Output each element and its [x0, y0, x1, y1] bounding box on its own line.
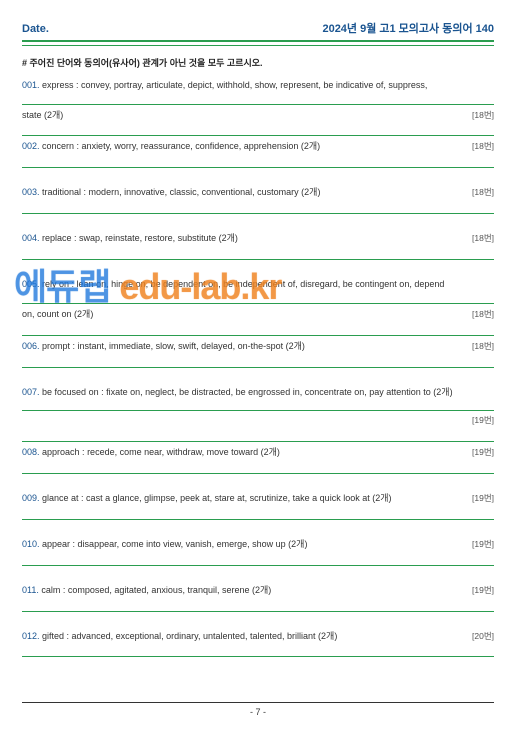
- answer-line: [22, 122, 494, 136]
- footer: - 7 -: [0, 702, 516, 717]
- question-line: 006. prompt : instant, immediate, slow, …: [22, 340, 494, 354]
- answer-line: [22, 428, 494, 442]
- question-number: 009.: [22, 493, 40, 503]
- page-number: - 7 -: [250, 707, 266, 717]
- question-text: 001. express : convey, portray, articula…: [22, 79, 494, 92]
- question-number: 011.: [22, 585, 39, 595]
- question-ref: [19번]: [472, 585, 494, 597]
- question-line: 005. rely on : lean on, hinge on, be dep…: [22, 278, 494, 292]
- question-item: 005. rely on : lean on, hinge on, be dep…: [22, 278, 494, 335]
- spacer: [22, 264, 494, 276]
- question-ref: [19번]: [472, 415, 494, 427]
- question-item: 011. calm : composed, agitated, anxious,…: [22, 584, 494, 628]
- question-item: 003. traditional : modern, innovative, c…: [22, 186, 494, 230]
- answer-line: [22, 354, 494, 368]
- answer-line: [22, 246, 494, 260]
- question-item: 002. concern : anxiety, worry, reassuran…: [22, 140, 494, 184]
- question-item: 009. glance at : cast a glance, glimpse,…: [22, 492, 494, 536]
- answer-line: [22, 200, 494, 214]
- question-item: 001. express : convey, portray, articula…: [22, 79, 494, 136]
- question-text: 003. traditional : modern, innovative, c…: [22, 186, 472, 199]
- question-text: 010. appear : disappear, come into view,…: [22, 538, 472, 551]
- question-number: 010.: [22, 539, 40, 549]
- question-item: 012. gifted : advanced, exceptional, ord…: [22, 630, 494, 674]
- question-number: 006.: [22, 341, 40, 351]
- question-number: 012.: [22, 631, 40, 641]
- question-line: 003. traditional : modern, innovative, c…: [22, 186, 494, 200]
- spacer: [22, 172, 494, 184]
- spacer: [22, 524, 494, 536]
- question-line: 004. replace : swap, reinstate, restore,…: [22, 232, 494, 246]
- question-item: 008. approach : recede, come near, withd…: [22, 446, 494, 490]
- question-text: 002. concern : anxiety, worry, reassuran…: [22, 140, 472, 153]
- footer-rule: [22, 702, 494, 703]
- question-line: 011. calm : composed, agitated, anxious,…: [22, 584, 494, 598]
- question-text: 005. rely on : lean on, hinge on, be dep…: [22, 278, 494, 291]
- question-line: 012. gifted : advanced, exceptional, ord…: [22, 630, 494, 644]
- question-number: 003.: [22, 187, 40, 197]
- question-ref: [18번]: [472, 233, 494, 245]
- question-number: 008.: [22, 447, 40, 457]
- question-line: 010. appear : disappear, come into view,…: [22, 538, 494, 552]
- date-label: Date.: [22, 23, 49, 35]
- answer-line: [22, 506, 494, 520]
- question-text: 004. replace : swap, reinstate, restore,…: [22, 232, 472, 245]
- question-item: 004. replace : swap, reinstate, restore,…: [22, 232, 494, 276]
- question-line: on, count on (2개)[18번]: [22, 308, 494, 322]
- question-item: 007. be focused on : fixate on, neglect,…: [22, 386, 494, 442]
- question-line: 008. approach : recede, come near, withd…: [22, 446, 494, 460]
- question-line: 007. be focused on : fixate on, neglect,…: [22, 386, 494, 400]
- question-text: 008. approach : recede, come near, withd…: [22, 446, 472, 459]
- question-text: 006. prompt : instant, immediate, slow, …: [22, 340, 472, 353]
- answer-line: [22, 322, 494, 336]
- question-text: state (2개): [22, 109, 472, 122]
- spacer: [22, 661, 494, 673]
- question-text: 009. glance at : cast a glance, glimpse,…: [22, 492, 472, 505]
- spacer: [22, 478, 494, 490]
- question-number: 004.: [22, 233, 40, 243]
- question-ref: [18번]: [472, 187, 494, 199]
- question-ref: [19번]: [472, 493, 494, 505]
- answer-line: [22, 643, 494, 657]
- question-line: 002. concern : anxiety, worry, reassuran…: [22, 140, 494, 154]
- spacer: [22, 218, 494, 230]
- question-number: 007.: [22, 387, 40, 397]
- answer-line: [22, 292, 494, 304]
- question-text: 012. gifted : advanced, exceptional, ord…: [22, 630, 472, 643]
- answer-line: [22, 154, 494, 168]
- answer-line: [22, 552, 494, 566]
- answer-line: [22, 93, 494, 105]
- question-ref: [20번]: [472, 631, 494, 643]
- spacer: [22, 372, 494, 384]
- question-ref: [18번]: [472, 309, 494, 321]
- question-line: 009. glance at : cast a glance, glimpse,…: [22, 492, 494, 506]
- answer-line: [22, 598, 494, 612]
- header-rule-top: [22, 40, 494, 42]
- question-line: 001. express : convey, portray, articula…: [22, 79, 494, 93]
- questions-container: 001. express : convey, portray, articula…: [22, 79, 494, 673]
- page-title: 2024년 9월 고1 모의고사 동의어 140: [322, 20, 494, 36]
- answer-line: [22, 399, 494, 411]
- question-text: 011. calm : composed, agitated, anxious,…: [22, 584, 472, 597]
- instruction-text: # 주어진 단어와 동의어(유사어) 관계가 아닌 것을 모두 고르시오.: [22, 56, 494, 69]
- question-line: state (2개)[18번]: [22, 109, 494, 123]
- question-item: 006. prompt : instant, immediate, slow, …: [22, 340, 494, 384]
- question-line: [19번]: [22, 415, 494, 428]
- header-rule-bottom: [22, 45, 494, 46]
- question-number: 005.: [22, 279, 40, 289]
- spacer: [22, 616, 494, 628]
- question-item: 010. appear : disappear, come into view,…: [22, 538, 494, 582]
- question-ref: [19번]: [472, 539, 494, 551]
- answer-line: [22, 460, 494, 474]
- question-number: 001.: [22, 80, 40, 90]
- question-ref: [18번]: [472, 341, 494, 353]
- question-ref: [18번]: [472, 141, 494, 153]
- question-text: 007. be focused on : fixate on, neglect,…: [22, 386, 494, 399]
- question-text: on, count on (2개): [22, 308, 472, 321]
- question-ref: [19번]: [472, 447, 494, 459]
- question-ref: [18번]: [472, 110, 494, 122]
- question-number: 002.: [22, 141, 40, 151]
- spacer: [22, 570, 494, 582]
